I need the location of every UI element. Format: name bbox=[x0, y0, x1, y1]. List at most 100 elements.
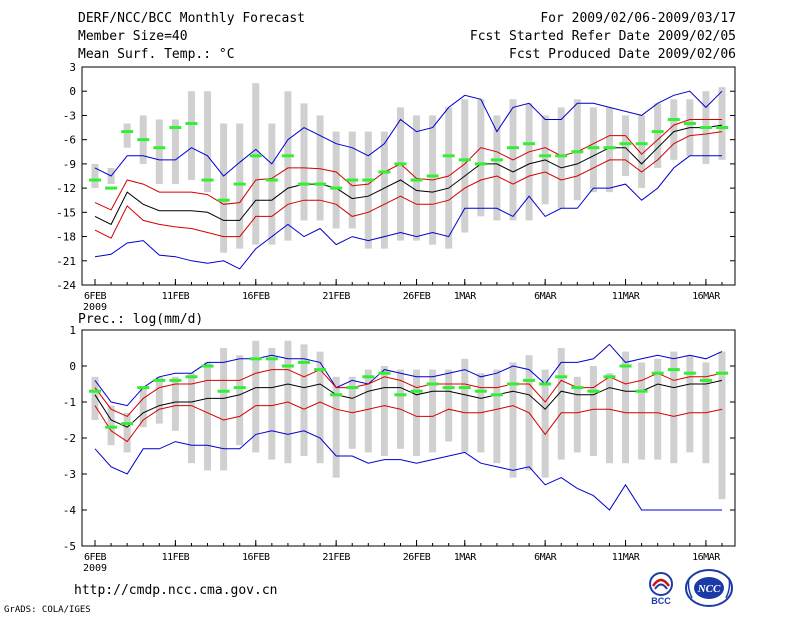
prec-median-36 bbox=[651, 371, 664, 375]
temp-median-25 bbox=[474, 162, 487, 166]
prec-xtick-label: 26FEB bbox=[403, 552, 431, 563]
temp-box-13 bbox=[284, 91, 292, 241]
prec-median-23 bbox=[442, 386, 455, 390]
temp-mean-spread-line bbox=[94, 119, 722, 211]
prec-box-8 bbox=[204, 362, 212, 471]
temp-median-27 bbox=[507, 146, 519, 150]
prec-box-18 bbox=[364, 369, 372, 453]
prec-median-20 bbox=[394, 393, 407, 397]
forecast-start-date: Fcst Started Refer Date 2009/02/05 bbox=[469, 29, 736, 44]
temp-box-15 bbox=[316, 115, 324, 221]
temp-xtick-label: 1MAR bbox=[454, 291, 478, 302]
temp-box-26 bbox=[493, 115, 501, 221]
prec-median-10 bbox=[233, 386, 246, 390]
prec-median-15 bbox=[314, 368, 327, 372]
temp-median-16 bbox=[330, 186, 343, 190]
temp-box-8 bbox=[204, 91, 212, 193]
temp-median-29 bbox=[539, 154, 552, 158]
forecast-period: For 2009/02/06-2009/03/17 bbox=[540, 11, 736, 26]
prec-median-17 bbox=[346, 386, 359, 390]
prec-xtick-label: 16FEB bbox=[242, 552, 270, 563]
prec-median-25 bbox=[474, 389, 487, 393]
temp-box-30 bbox=[557, 107, 565, 209]
prec-median-12 bbox=[265, 357, 278, 361]
temp-box-1 bbox=[91, 163, 99, 189]
member-size-label: Member Size=40 bbox=[78, 29, 188, 44]
prec-xtick-label: 11FEB bbox=[162, 552, 190, 563]
temp-box-5 bbox=[155, 119, 163, 185]
temp-median-18 bbox=[362, 178, 375, 182]
prec-box-16 bbox=[332, 376, 340, 478]
temp-xtick-label: 21FEB bbox=[322, 291, 350, 302]
prec-median-9 bbox=[217, 389, 230, 393]
prec-box-15 bbox=[316, 351, 324, 464]
prec-ensemble-min-line bbox=[94, 430, 722, 511]
prec-ytick-label: -5 bbox=[63, 540, 76, 553]
temp-xtick-label: 11MAR bbox=[612, 291, 641, 302]
forecast-produced-date: Fcst Produced Date 2009/02/06 bbox=[509, 47, 736, 62]
prec-box-36 bbox=[654, 358, 662, 460]
prec-median-38 bbox=[683, 371, 696, 375]
prec-median-14 bbox=[298, 360, 310, 364]
temp-ytick-label: -24 bbox=[56, 279, 76, 292]
prec-median-19 bbox=[378, 371, 391, 375]
temp-box-28 bbox=[525, 103, 533, 221]
temp-median-26 bbox=[490, 158, 503, 162]
temp-median-3 bbox=[121, 130, 134, 134]
temp-box-18 bbox=[364, 131, 372, 249]
prec-panel-title: Prec.: log(mm/d) bbox=[78, 312, 203, 327]
prec-median-30 bbox=[555, 375, 568, 379]
prec-median-5 bbox=[153, 378, 166, 382]
prec-box-26 bbox=[493, 369, 501, 464]
temp-ytick-label: -21 bbox=[56, 255, 76, 268]
temp-box-37 bbox=[670, 99, 678, 160]
temp-xtick-label: 16FEB bbox=[242, 291, 270, 302]
temp-box-23 bbox=[445, 107, 453, 249]
temp-median-14 bbox=[298, 182, 310, 186]
temp-ytick-label: -9 bbox=[63, 158, 76, 171]
temp-box-10 bbox=[236, 123, 244, 249]
temp-median-32 bbox=[587, 146, 600, 150]
temp-median-4 bbox=[137, 138, 150, 142]
prec-box-12 bbox=[268, 348, 276, 460]
prec-median-28 bbox=[523, 378, 536, 382]
temp-box-33 bbox=[605, 107, 613, 193]
temp-median-2 bbox=[105, 186, 118, 190]
source-url[interactable]: http://cmdp.ncc.cma.gov.cn bbox=[74, 583, 278, 598]
temp-median-39 bbox=[699, 126, 712, 130]
prec-median-39 bbox=[699, 378, 712, 382]
prec-ensemble-max-line bbox=[94, 343, 723, 407]
prec-median-2 bbox=[105, 425, 118, 429]
prec-box-37 bbox=[670, 351, 678, 464]
prec-ytick-label: -4 bbox=[63, 504, 77, 517]
temp-ensemble-max-line bbox=[94, 90, 723, 177]
prec-box-19 bbox=[380, 366, 388, 456]
prec-box-24 bbox=[461, 358, 469, 453]
temp-box-34 bbox=[622, 115, 630, 176]
prec-median-21 bbox=[410, 389, 423, 393]
prec-box-23 bbox=[445, 369, 453, 442]
prec-median-13 bbox=[281, 364, 294, 368]
prec-ytick-label: -3 bbox=[63, 468, 76, 481]
prec-box-2 bbox=[107, 405, 115, 446]
prec-ytick-label: 0 bbox=[69, 360, 76, 373]
prec-median-8 bbox=[201, 364, 214, 368]
temp-xtick-label: 6FEB bbox=[84, 291, 107, 302]
temp-median-19 bbox=[378, 170, 391, 174]
temp-mean-spread-line bbox=[94, 131, 723, 239]
temp-xtick-label: 6MAR bbox=[534, 291, 558, 302]
temp-box-9 bbox=[220, 123, 228, 253]
temp-median-6 bbox=[169, 126, 182, 130]
prec-median-18 bbox=[362, 375, 375, 379]
temp-ytick-label: -15 bbox=[56, 206, 76, 219]
prec-box-3 bbox=[123, 412, 131, 453]
prec-box-38 bbox=[686, 355, 694, 453]
prec-median-7 bbox=[185, 375, 198, 379]
temp-xtick-label: 11FEB bbox=[162, 291, 190, 302]
temp-box-36 bbox=[654, 103, 662, 168]
temp-ensemble-min-line bbox=[94, 155, 722, 270]
prec-median-34 bbox=[619, 364, 632, 368]
temp-median-9 bbox=[217, 198, 230, 202]
temp-median-8 bbox=[201, 178, 214, 182]
